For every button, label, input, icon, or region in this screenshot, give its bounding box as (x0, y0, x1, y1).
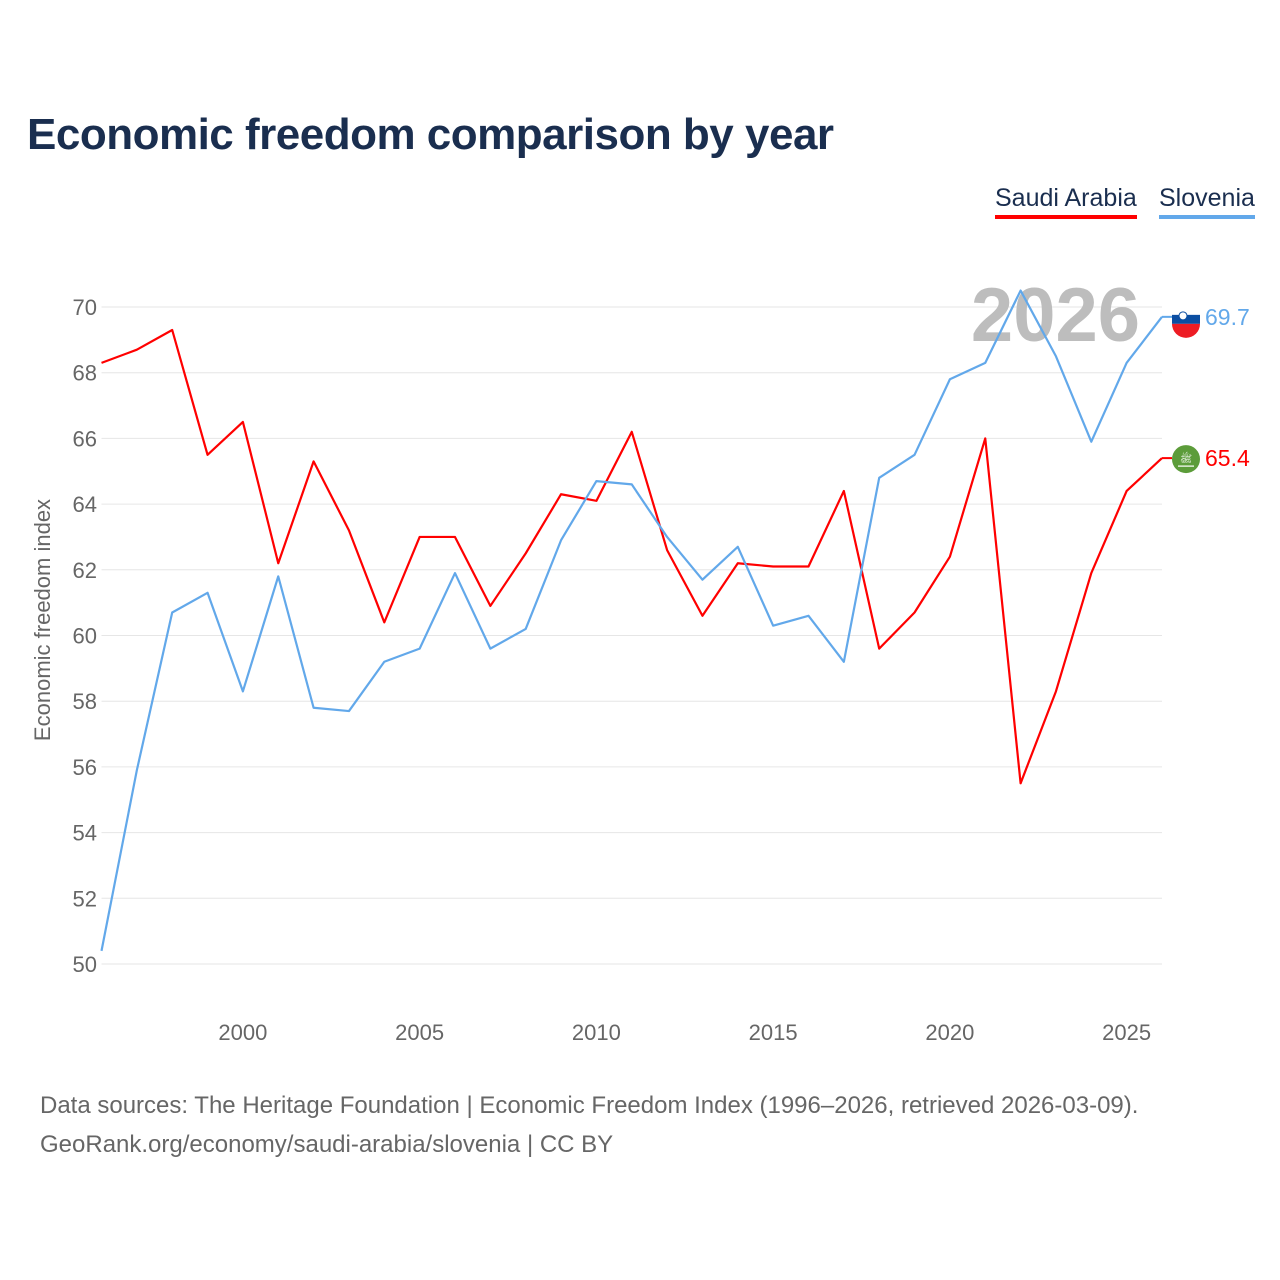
series-line-saudi-arabia (101, 328, 1163, 785)
source-note: Data sources: The Heritage Foundation | … (40, 1086, 1138, 1164)
y-tick-label: 50 (73, 952, 97, 977)
y-tick-label: 62 (73, 558, 97, 583)
y-tick-label: 56 (73, 755, 97, 780)
x-tick-label: 2025 (1102, 1020, 1151, 1045)
legend-slovenia[interactable]: Slovenia (1159, 184, 1255, 219)
year-watermark: 2026 (971, 273, 1140, 358)
y-tick-label: 64 (73, 492, 97, 517)
y-tick-label: 66 (73, 426, 97, 451)
x-tick-label: 2010 (572, 1020, 621, 1045)
y-axis-label: Economic freedom index (30, 499, 55, 741)
legend-saudi-arabia[interactable]: Saudi Arabia (995, 184, 1137, 219)
y-tick-label: 58 (73, 689, 97, 714)
y-tick-label: 52 (73, 886, 97, 911)
slovenia-flag-blue-band (1172, 314, 1200, 324)
x-tick-label: 2005 (395, 1020, 444, 1045)
source-line-2[interactable]: GeoRank.org/economy/saudi-arabia/sloveni… (40, 1131, 614, 1158)
y-tick-label: 54 (73, 821, 97, 846)
x-tick-label: 2020 (925, 1020, 974, 1045)
source-line-1: Data sources: The Heritage Foundation | … (40, 1092, 1139, 1119)
saudi-flag-script: ﷺ (1180, 451, 1192, 465)
end-value-label: 69.7 (1205, 304, 1250, 330)
end-value-label: 65.4 (1205, 445, 1250, 471)
y-tick-label: 60 (73, 624, 97, 649)
line-chart: 50 52 54 56 58 60 62 64 66 68 70 2000 2005 2010 2015 20… (30, 273, 1250, 1045)
slovenia-flag-coat-of-arms (1178, 311, 1188, 321)
slovenia-flag-red-band (1172, 323, 1200, 338)
x-tick-label: 2000 (218, 1020, 267, 1045)
y-tick-label: 68 (73, 361, 97, 386)
series-line-slovenia (100, 289, 1163, 952)
x-tick-label: 2015 (749, 1020, 798, 1045)
y-tick-label: 70 (73, 295, 97, 320)
chart-title: Economic freedom comparison by year (27, 110, 834, 159)
